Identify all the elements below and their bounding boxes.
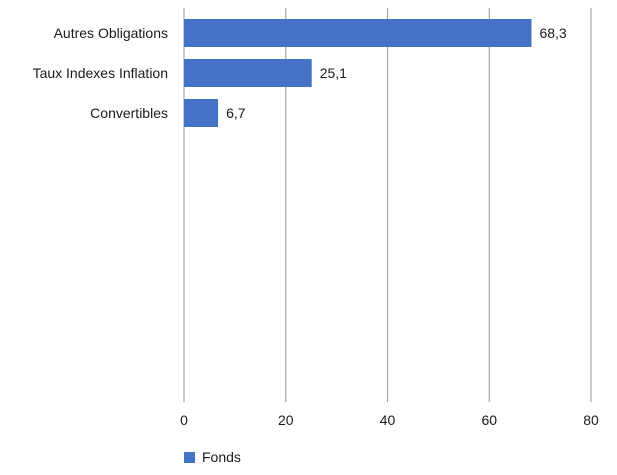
bar-taux-indexes-inflation xyxy=(184,59,312,87)
bar-convertibles xyxy=(184,99,219,127)
data-label: 25,1 xyxy=(320,65,347,81)
bars xyxy=(184,19,532,127)
legend-swatch-icon xyxy=(184,452,195,463)
category-label: Taux Indexes Inflation xyxy=(33,65,168,81)
data-label: 6,7 xyxy=(226,105,246,121)
category-label: Convertibles xyxy=(90,105,168,121)
x-tick-label: 60 xyxy=(481,412,497,428)
bar-autres-obligations xyxy=(184,19,532,47)
x-tick-label: 0 xyxy=(180,412,188,428)
x-tick-label: 20 xyxy=(278,412,294,428)
labels: 0 20 40 60 80 Autres Obligations 68,3 Taux Inde… xyxy=(33,25,599,428)
legend: Fonds xyxy=(184,449,241,465)
x-tick-label: 40 xyxy=(380,412,396,428)
x-tick-label: 80 xyxy=(583,412,599,428)
data-label: 68,3 xyxy=(539,25,566,41)
category-label: Autres Obligations xyxy=(54,25,168,41)
legend-label: Fonds xyxy=(202,449,241,465)
